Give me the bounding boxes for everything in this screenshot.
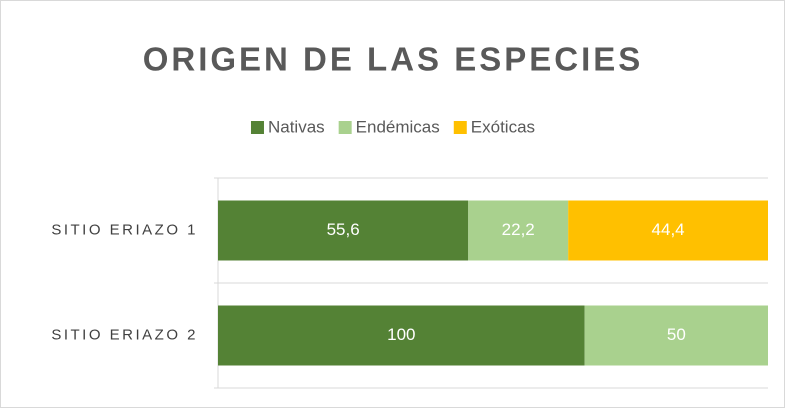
category-label: SITIO ERIAZO 1 (51, 221, 198, 238)
bar-segment (584, 305, 768, 366)
legend-label: Nativas (268, 117, 325, 136)
data-label: 22,2 (502, 220, 535, 239)
bar-segment (568, 200, 768, 261)
legend-label: Endémicas (356, 117, 440, 136)
bar-segment (218, 200, 469, 261)
bar-segment (468, 200, 569, 261)
legend-swatch (250, 121, 264, 134)
category-label: SITIO ERIAZO 2 (51, 326, 198, 343)
chart-title: ORIGEN DE LAS ESPECIES (143, 41, 644, 78)
data-label: 55,6 (327, 220, 360, 239)
legend: Nativas Endémicas Exóticas (250, 117, 535, 136)
data-label: 44,4 (652, 220, 685, 239)
legend-label: Exóticas (471, 117, 535, 136)
bar-segment (218, 305, 585, 366)
data-label: 50 (667, 325, 686, 344)
legend-swatch (453, 121, 467, 134)
data-label: 100 (387, 325, 415, 344)
legend-swatch (338, 121, 352, 134)
plot-area: SITIO ERIAZO 1 55,6 22,2 44,4 SITIO ERIAZO 2… (51, 177, 768, 389)
